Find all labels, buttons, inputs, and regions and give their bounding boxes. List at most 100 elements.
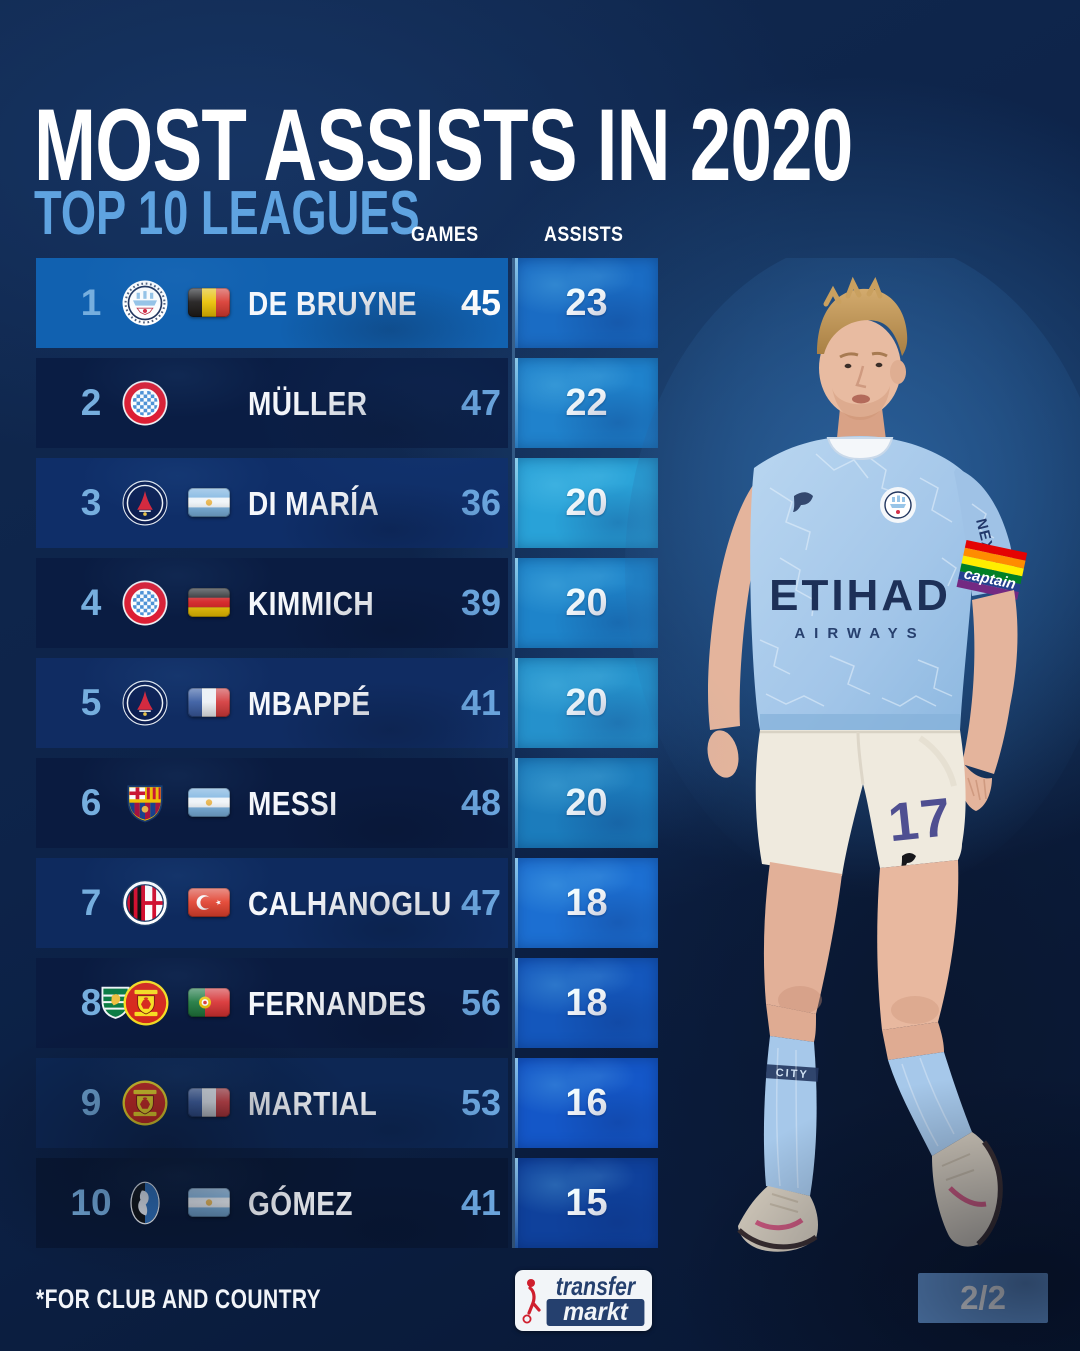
assists-value: 20 [565, 582, 608, 624]
country-flag [188, 688, 230, 717]
club-badge [122, 780, 168, 826]
assists-value: 23 [565, 282, 608, 324]
country-flag [188, 588, 230, 617]
transfermarkt-kicker-icon [522, 1279, 541, 1324]
club-badge [122, 380, 168, 426]
club-badge [122, 1180, 168, 1226]
games-value: 56 [460, 982, 502, 1023]
games-value: 36 [460, 482, 502, 523]
assists-value-box: 16 [515, 1058, 658, 1148]
page-indicator: 2/2 [918, 1273, 1048, 1323]
club-badge-icon-atalanta [130, 1181, 160, 1225]
country-flag [188, 1088, 230, 1117]
games-value: 41 [460, 1182, 502, 1223]
assists-value: 18 [565, 882, 608, 924]
assists-value: 20 [565, 482, 608, 524]
assists-value-box: 18 [515, 858, 658, 948]
club-badge [101, 980, 169, 1026]
table-row: 3 DI MARÍA 36 20 [0, 458, 680, 548]
club-badge-icon-barcelona [127, 785, 163, 823]
player-name: DE BRUYNE [248, 285, 418, 322]
shirt-hem [760, 714, 960, 730]
table-row-main: 7 CALHANOGLU 47 [36, 858, 508, 948]
club-badge-icon-manchester-united [122, 1080, 168, 1126]
country-flag-icon-argentina [188, 488, 230, 517]
page-title: MOST ASSISTS IN 2020 [34, 88, 853, 203]
games-value: 45 [460, 282, 502, 323]
assists-value-box: 18 [515, 958, 658, 1048]
games-value: 39 [460, 582, 502, 623]
player-eye-right [875, 362, 883, 368]
country-flag [188, 288, 230, 317]
assists-value: 20 [565, 682, 608, 724]
player-left-forearm [962, 590, 1018, 774]
club-badge-icon-manchester-city [122, 280, 168, 326]
player-stubble [832, 386, 890, 420]
table-row: 10 GÓMEZ 41 15 [0, 1158, 680, 1248]
assists-value: 16 [565, 1082, 608, 1124]
assists-value: 18 [565, 982, 608, 1024]
table-row: 9 MARTIAL 53 16 [0, 1058, 680, 1148]
shorts-number: 17 [885, 787, 955, 853]
assists-column-highlight-rail [512, 258, 515, 1248]
country-flag-icon-belgium [188, 288, 230, 317]
shirt-club-badge [880, 487, 916, 523]
player-hair [817, 288, 908, 356]
rank-label: 5 [80, 682, 102, 723]
column-header-games-label: GAMES [411, 223, 479, 246]
shirt-collar [826, 437, 894, 461]
table-row-main: 2 MÜLLER 47 [36, 358, 508, 448]
hand-fingers [967, 777, 987, 801]
country-flag [188, 1188, 230, 1217]
table-row-main: 5 MBAPPÉ 41 [36, 658, 508, 748]
player-shorts [755, 730, 966, 876]
country-flag-icon-france [188, 1088, 230, 1117]
country-flag-icon-germany [188, 588, 230, 617]
player-name: DI MARÍA [248, 485, 380, 522]
table-row-main: 8 FERNANDES 56 [36, 958, 508, 1048]
player-right-sock [763, 1036, 817, 1196]
table-row: 5 MBAPPÉ 41 20 [0, 658, 680, 748]
knee-shading-left [891, 996, 939, 1024]
captain-armband: captain [956, 539, 1028, 600]
transfermarkt-logo-bottom-text: markt [546, 1299, 645, 1326]
club-badge [122, 480, 168, 526]
club-badge-icon-bayern-munich [122, 580, 168, 626]
games-value: 48 [460, 782, 502, 823]
player-hair-spikes [823, 276, 883, 307]
sock-text: CITY [775, 1067, 809, 1081]
player-name: GÓMEZ [248, 1185, 353, 1222]
player-ear [890, 360, 906, 384]
rank-label: 4 [80, 582, 102, 623]
player-right-arm [708, 466, 778, 730]
player-brows [839, 351, 888, 359]
country-flag-icon-turkey [188, 888, 230, 917]
player-name: MÜLLER [248, 385, 368, 422]
transfermarkt-logo-top-text: transfer [555, 1271, 636, 1301]
country-flag-icon-france [188, 688, 230, 717]
player-name: CALHANOGLU [248, 885, 452, 922]
player-mouth [852, 394, 870, 404]
table-row: 1 DE BRUYNE 45 23 [0, 258, 680, 348]
page-subtitle: TOP 10 LEAGUES [34, 179, 420, 249]
assists-value: 22 [565, 382, 608, 424]
player-name: MBAPPÉ [248, 685, 371, 722]
rank-label: 3 [80, 482, 102, 523]
club-badge-icon-sporting-cp [101, 986, 130, 1019]
player-left-thigh [877, 860, 959, 1030]
transfermarkt-logo: transfer markt [515, 1270, 652, 1331]
club-badge-icon-manchester-united [123, 980, 169, 1026]
rank-label: 6 [80, 782, 102, 823]
country-flag-icon-argentina [188, 1188, 230, 1217]
table-row: 7 CALHANOGLU 47 18 [0, 858, 680, 948]
rank-label: 10 [70, 1182, 112, 1223]
assists-value-box: 15 [515, 1158, 658, 1248]
games-value: 47 [460, 382, 502, 423]
games-value: 47 [460, 882, 502, 923]
player-left-hand [958, 764, 992, 811]
player-right-boot [737, 1186, 818, 1252]
shirt-sponsor-subtext: AIRWAYS [794, 625, 925, 642]
player-right-thigh [763, 862, 842, 1014]
table-row-main: 6 MESSI 48 [36, 758, 508, 848]
rank-label: 9 [80, 1082, 102, 1123]
